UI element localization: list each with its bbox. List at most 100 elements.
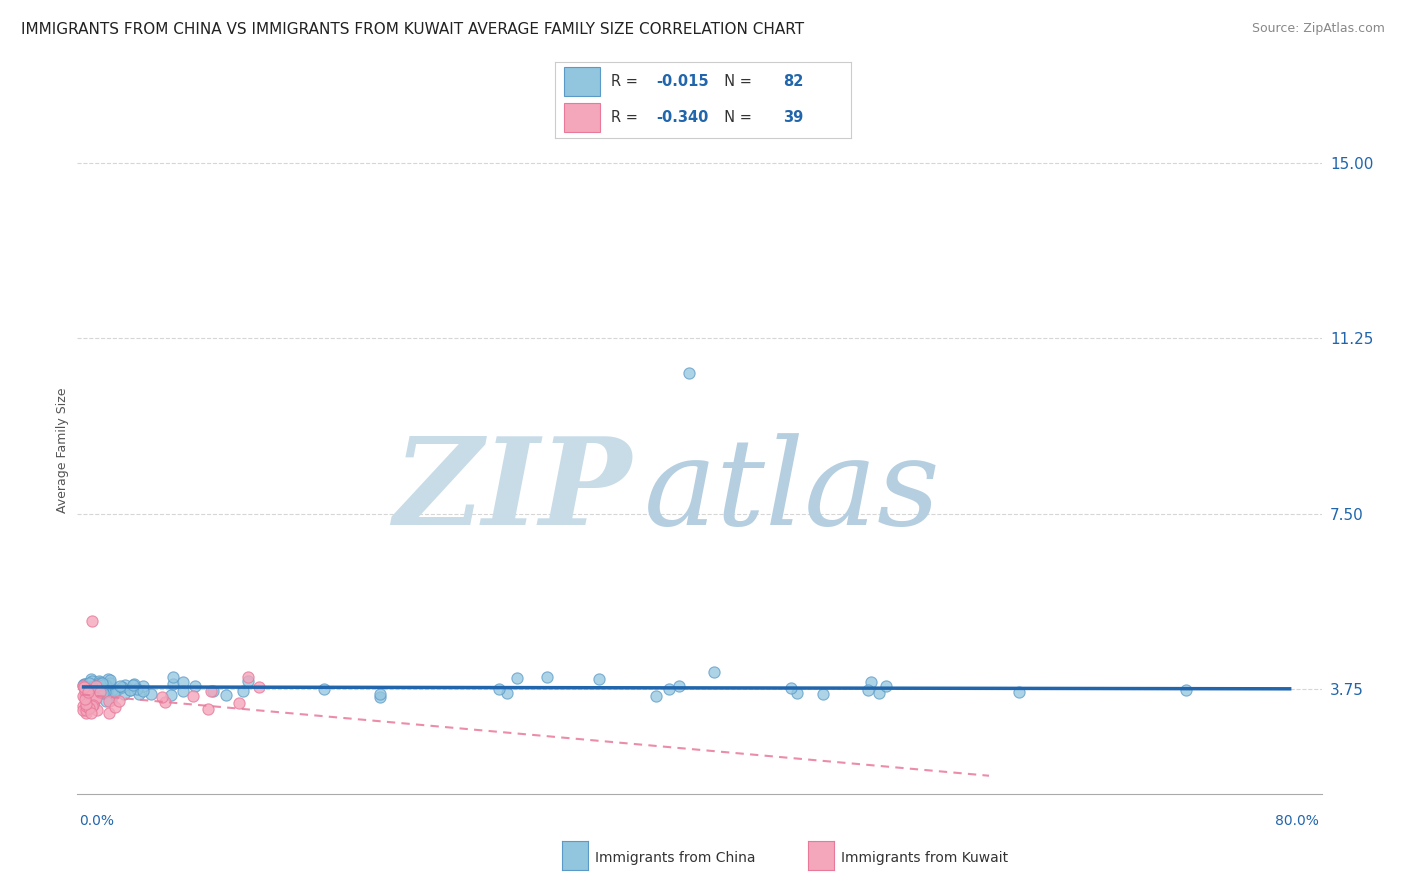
Text: 39: 39 [783,111,803,125]
Point [77,693,100,707]
Point [75,706,97,720]
Point [703,665,725,680]
Text: Immigrants from Kuwait: Immigrants from Kuwait [841,851,1008,865]
Point [87,678,110,692]
Point [132,679,155,693]
Point [1008,685,1031,699]
Point [83,690,105,705]
Text: N =: N = [714,111,756,125]
Point [75,697,97,711]
Point [89,683,111,698]
Point [122,678,145,692]
Point [83,679,105,693]
Point [72,703,94,717]
Text: 0.0%: 0.0% [79,814,114,828]
Text: ZIP: ZIP [392,433,631,551]
Point [139,687,162,701]
Point [200,683,222,698]
Text: IMMIGRANTS FROM CHINA VS IMMIGRANTS FROM KUWAIT AVERAGE FAMILY SIZE CORRELATION : IMMIGRANTS FROM CHINA VS IMMIGRANTS FROM… [21,22,804,37]
Point [100,692,122,706]
Point [124,677,146,691]
Point [860,674,883,689]
Point [93,678,115,692]
Point [72,689,94,703]
Point [91,686,114,700]
Point [495,686,517,700]
Point [73,688,96,702]
Point [98,676,121,690]
Point [77,681,100,696]
Point [84,682,107,697]
Point [98,706,121,721]
Point [89,674,111,689]
Point [181,689,204,703]
Point [73,691,96,706]
Point [153,695,176,709]
Text: 80.0%: 80.0% [1275,814,1319,828]
Point [97,676,120,690]
Point [132,683,155,698]
Text: R =: R = [612,111,643,125]
Point [87,676,110,690]
Point [91,681,114,696]
Point [184,679,207,693]
Point [75,703,97,717]
Point [786,685,808,699]
Point [197,702,219,716]
Point [160,688,183,702]
Point [215,688,238,702]
Point [228,697,250,711]
Point [103,687,125,701]
Point [172,675,194,690]
Text: Immigrants from China: Immigrants from China [595,851,755,865]
Point [506,671,529,685]
Point [645,689,668,703]
Point [588,672,610,686]
Point [488,682,510,697]
Point [91,675,114,690]
Point [118,683,141,698]
Point [108,679,131,693]
Y-axis label: Average Family Size: Average Family Size [56,388,69,513]
Point [77,699,100,714]
Point [202,683,225,698]
Point [80,614,103,628]
Point [114,678,136,692]
Point [93,685,115,699]
Point [96,684,118,698]
Point [72,678,94,692]
Point [77,701,100,715]
Point [76,685,98,699]
Point [108,694,131,708]
Point [76,688,98,702]
Bar [564,67,599,95]
Point [104,700,127,714]
Text: -0.340: -0.340 [655,111,709,125]
Point [162,670,184,684]
Point [668,679,690,693]
Point [232,683,254,698]
Point [89,673,111,688]
Point [780,681,803,696]
Point [83,696,105,710]
Point [73,682,96,697]
Point [89,684,111,698]
Point [111,680,134,694]
Point [875,679,897,693]
Text: -0.015: -0.015 [655,74,709,89]
Point [236,670,259,684]
Point [97,694,120,708]
Point [79,693,101,707]
Point [105,683,128,698]
Point [98,673,121,687]
Point [370,690,392,704]
Point [79,680,101,694]
Point [128,687,150,701]
Point [72,699,94,714]
Point [94,694,117,708]
Point [127,682,149,697]
Point [536,670,558,684]
Point [370,687,392,701]
Point [79,676,101,690]
Point [82,698,104,713]
